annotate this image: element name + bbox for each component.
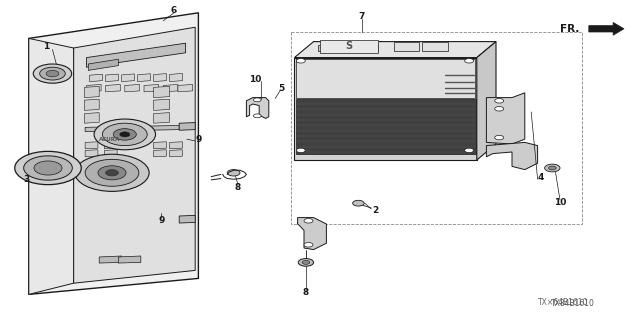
Polygon shape (298, 218, 326, 250)
Polygon shape (106, 74, 118, 82)
Circle shape (253, 114, 261, 118)
Polygon shape (138, 74, 150, 82)
Text: FR.: FR. (560, 24, 579, 34)
Polygon shape (84, 113, 99, 123)
Text: TX×64B1610: TX×64B1610 (538, 298, 588, 307)
Polygon shape (318, 45, 378, 51)
Text: TX84B1610: TX84B1610 (551, 299, 595, 308)
Polygon shape (104, 142, 117, 149)
Polygon shape (170, 74, 182, 82)
Polygon shape (29, 38, 74, 294)
Polygon shape (29, 13, 198, 294)
Circle shape (94, 119, 156, 150)
Polygon shape (246, 98, 269, 118)
Polygon shape (154, 113, 170, 123)
Circle shape (253, 98, 261, 102)
Circle shape (298, 259, 314, 266)
Circle shape (85, 159, 139, 186)
Circle shape (15, 151, 81, 185)
Circle shape (46, 70, 59, 77)
Text: S: S (345, 41, 353, 52)
Text: 2: 2 (372, 206, 379, 215)
Text: 6: 6 (171, 6, 177, 15)
Polygon shape (104, 150, 117, 157)
Circle shape (102, 123, 147, 146)
Circle shape (40, 67, 65, 80)
Polygon shape (320, 40, 378, 53)
Circle shape (495, 99, 504, 103)
Circle shape (304, 219, 313, 223)
Circle shape (227, 170, 240, 176)
Polygon shape (86, 84, 101, 92)
Polygon shape (477, 42, 496, 160)
Circle shape (353, 200, 364, 206)
Polygon shape (486, 142, 538, 170)
Polygon shape (106, 84, 120, 92)
Text: 5: 5 (278, 84, 285, 92)
Polygon shape (422, 42, 448, 51)
Circle shape (465, 148, 474, 153)
Polygon shape (85, 125, 179, 132)
Text: 10: 10 (554, 198, 566, 207)
Text: 8: 8 (303, 288, 309, 297)
Polygon shape (163, 84, 178, 92)
Polygon shape (84, 99, 99, 110)
Polygon shape (154, 86, 170, 98)
Polygon shape (178, 84, 193, 92)
Polygon shape (122, 74, 134, 82)
Circle shape (120, 132, 130, 137)
Text: ACURA: ACURA (99, 137, 121, 142)
Polygon shape (179, 123, 195, 130)
Polygon shape (170, 142, 182, 149)
Circle shape (296, 148, 305, 153)
Polygon shape (486, 93, 525, 144)
Text: 7: 7 (358, 12, 365, 21)
Text: 10: 10 (248, 75, 261, 84)
Polygon shape (170, 150, 182, 157)
Polygon shape (154, 99, 170, 110)
Circle shape (495, 107, 504, 111)
Polygon shape (154, 142, 166, 149)
Polygon shape (296, 59, 475, 98)
Polygon shape (144, 84, 159, 92)
Circle shape (302, 260, 310, 264)
Text: 1: 1 (43, 42, 49, 51)
Polygon shape (74, 27, 195, 283)
Text: 4: 4 (538, 173, 544, 182)
Polygon shape (90, 74, 102, 82)
Circle shape (75, 154, 149, 191)
Polygon shape (86, 43, 186, 67)
Polygon shape (154, 74, 166, 82)
Polygon shape (85, 142, 98, 149)
Polygon shape (125, 84, 140, 92)
Polygon shape (589, 22, 624, 35)
Text: 9: 9 (195, 135, 202, 144)
Polygon shape (88, 59, 118, 70)
Polygon shape (179, 215, 195, 223)
Circle shape (296, 59, 305, 63)
Circle shape (24, 156, 72, 180)
Polygon shape (294, 58, 477, 160)
Polygon shape (85, 150, 98, 157)
Polygon shape (294, 42, 496, 58)
Circle shape (465, 59, 474, 63)
Circle shape (545, 164, 560, 172)
Circle shape (106, 170, 118, 176)
Polygon shape (154, 150, 166, 157)
Text: 9: 9 (158, 216, 164, 225)
Text: 3: 3 (24, 175, 30, 184)
Polygon shape (296, 99, 476, 154)
Circle shape (495, 135, 504, 140)
Polygon shape (118, 256, 141, 263)
Polygon shape (99, 256, 122, 263)
Circle shape (34, 161, 62, 175)
Polygon shape (84, 86, 99, 98)
Circle shape (548, 166, 556, 170)
Polygon shape (394, 42, 419, 51)
Circle shape (304, 243, 313, 247)
Text: 8: 8 (235, 183, 241, 192)
Circle shape (113, 129, 136, 140)
Circle shape (33, 64, 72, 83)
Circle shape (98, 166, 126, 180)
